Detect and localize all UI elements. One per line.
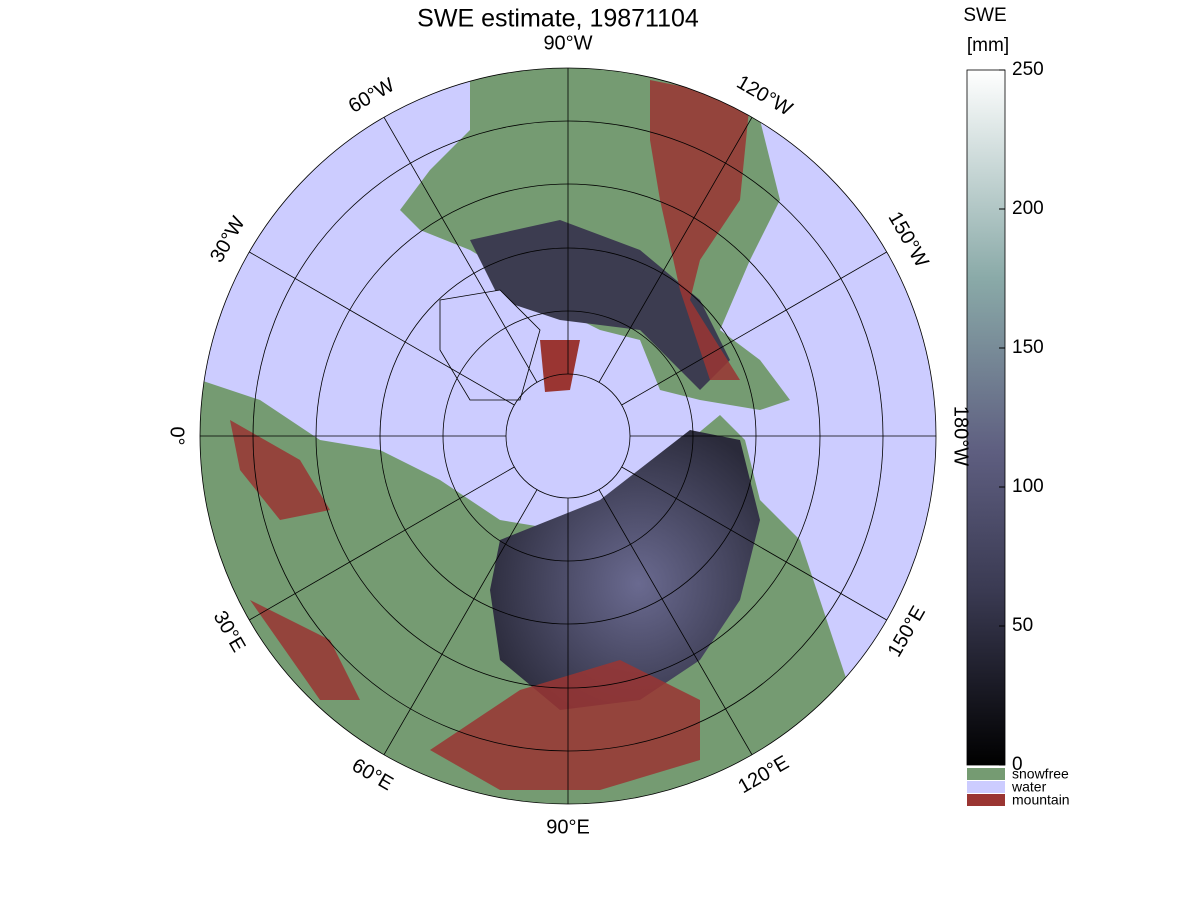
graticule <box>199 67 937 805</box>
map-title: SWE estimate, 19871104 <box>417 5 699 33</box>
legend-label: snowfree <box>1012 766 1069 782</box>
colorbar-tick-label: 100 <box>1012 476 1044 497</box>
meridian <box>383 489 538 755</box>
legend-label: mountain <box>1012 792 1070 808</box>
greenland <box>439 289 541 401</box>
central-asia-mountains <box>430 660 700 790</box>
snow-siberia <box>490 430 760 710</box>
longitude-label: 60°E <box>348 754 397 795</box>
snow-canada <box>470 220 730 390</box>
colorbar <box>966 69 1006 766</box>
colorbar-tick-label: 50 <box>1012 615 1033 636</box>
legend-swatch <box>967 768 1005 780</box>
colorbar-tick-label: 200 <box>1012 198 1044 219</box>
greenland-mountain <box>540 340 580 392</box>
rockies <box>650 80 750 380</box>
europe-mountains <box>230 420 360 700</box>
longitude-label: 30°W <box>206 213 250 267</box>
longitude-label: 60°W <box>345 74 399 118</box>
colorbar-tick-label: 0 <box>1012 754 1023 775</box>
colorbar-title: [mm] <box>967 35 1009 56</box>
legend-label: water <box>1011 779 1047 795</box>
colorbar-title: SWE <box>963 5 1006 26</box>
map-area <box>200 68 936 804</box>
colorbar-tick-label: 250 <box>1012 59 1044 80</box>
meridian <box>598 117 753 383</box>
meridian <box>598 489 753 755</box>
longitude-label: 90°W <box>543 32 592 54</box>
meridian <box>621 251 887 406</box>
legend-swatch <box>967 781 1005 793</box>
colorbar-tick-label: 150 <box>1012 337 1044 358</box>
meridian <box>383 117 538 383</box>
longitude-label: 30°E <box>209 607 250 656</box>
meridian <box>249 466 515 621</box>
legend-swatch <box>967 794 1005 806</box>
longitude-label: 0° <box>166 426 188 445</box>
longitude-label: 180°W <box>950 406 972 466</box>
meridian <box>621 466 887 621</box>
meridian <box>249 251 515 406</box>
longitude-label: 90°E <box>546 816 590 838</box>
